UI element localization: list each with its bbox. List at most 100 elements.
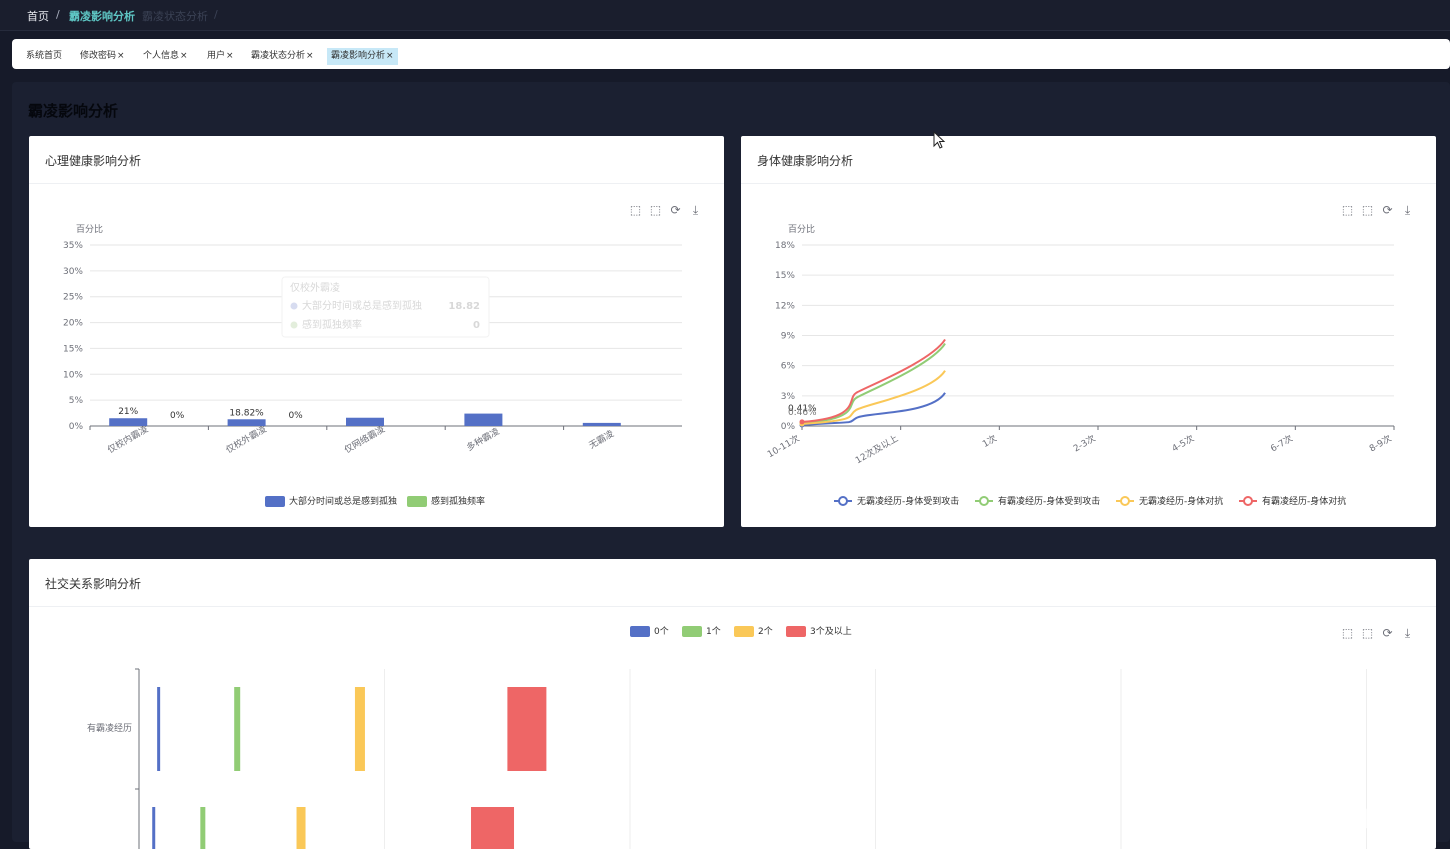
tab-change-password[interactable]: 修改密码×: [76, 48, 129, 65]
legend-marker: [1243, 496, 1253, 506]
divider: [29, 183, 724, 184]
bar: [152, 807, 156, 849]
legend-label: 无霸凌经历-身体受到攻击: [857, 495, 959, 507]
breadcrumb-home[interactable]: 首页: [27, 10, 49, 23]
breadcrumb-previous[interactable]: 霸凌状态分析: [142, 10, 208, 23]
close-icon[interactable]: ×: [117, 51, 125, 61]
close-icon[interactable]: ×: [386, 51, 394, 61]
zoom-reset-icon[interactable]: ⬚: [1361, 203, 1374, 217]
tab-label: 个人信息: [143, 51, 180, 61]
y-tick-label: 6%: [781, 362, 796, 372]
legend-label: 大部分时间或总是感到孤独: [289, 495, 397, 507]
card-title: 社交关系影响分析: [45, 577, 142, 591]
y-tick-label: 20%: [63, 319, 83, 329]
legend-label: 1个: [706, 626, 721, 637]
y-tick-label: 0%: [781, 422, 796, 432]
legend-swatch: [786, 626, 806, 637]
download-icon[interactable]: ⤓: [692, 203, 699, 217]
x-tick-label: 10-11次: [765, 432, 801, 460]
zoom-reset-icon[interactable]: ⬚: [649, 203, 662, 217]
top-navbar: 首页 / 霸凌影响分析 霸凌状态分析 /: [0, 0, 1450, 31]
series-line: [801, 392, 946, 426]
y-tick-label: 10%: [63, 370, 83, 380]
y-tick-label: 15%: [775, 271, 795, 281]
y-tick-label: 25%: [63, 293, 83, 303]
legend-swatch: [265, 496, 285, 507]
legend-swatch: [630, 626, 650, 637]
y-axis-label: 百分比: [76, 223, 103, 235]
divider: [741, 183, 1436, 184]
zoom-icon[interactable]: ⬚: [1341, 203, 1354, 217]
legend-swatch: [734, 626, 754, 637]
data-label: 0%: [288, 411, 303, 421]
y-tick-label: 35%: [63, 241, 83, 251]
tab-bullying-impact[interactable]: 霸凌影响分析×: [327, 48, 398, 65]
y-tick-label: 3%: [781, 392, 796, 402]
mouse-cursor-icon: [933, 131, 946, 149]
y-tick-label: 15%: [63, 344, 83, 354]
y-tick-label: 18%: [775, 241, 795, 251]
legend-label: 有霸凌经历-身体对抗: [1262, 495, 1346, 507]
close-icon[interactable]: ×: [306, 51, 314, 61]
close-icon[interactable]: ×: [180, 51, 188, 61]
close-icon[interactable]: ×: [226, 51, 234, 61]
tab-label: 霸凌影响分析: [331, 51, 386, 61]
legend-marker: [979, 496, 989, 506]
legend-label: 感到孤独频率: [431, 495, 485, 507]
y-tick-label: 5%: [69, 396, 84, 406]
zoom-reset-icon[interactable]: ⬚: [1361, 626, 1374, 640]
legend-label: 2个: [758, 626, 773, 637]
zoom-icon[interactable]: ⬚: [629, 203, 642, 217]
download-icon[interactable]: ⤓: [1404, 203, 1411, 217]
download-icon[interactable]: ⤓: [1404, 626, 1411, 640]
bar: [296, 807, 306, 849]
y-tick-label: 30%: [63, 267, 83, 277]
y-tick-label: 0%: [69, 422, 84, 432]
tab-label: 修改密码: [80, 51, 117, 61]
tab-personal-info[interactable]: 个人信息×: [139, 48, 192, 65]
tab-label: 霸凌状态分析: [251, 51, 306, 61]
legend-marker: [1120, 496, 1130, 506]
x-tick-label: 2-3次: [1071, 432, 1098, 454]
card-title: 心理健康影响分析: [45, 154, 142, 168]
legend-label: 有霸凌经历-身体受到攻击: [998, 495, 1100, 507]
mental-health-bar-chart[interactable]: 百分比 0% 5% 10% 15% 20% 25% 30% 35% 仅校内霸凌 21% 0% 仅校外霸凌…: [29, 136, 724, 527]
tooltip-series-name: 大部分时间或总是感到孤独: [302, 299, 422, 312]
tab-system-home[interactable]: 系统首页: [22, 48, 66, 65]
legend-swatch: [682, 626, 702, 637]
mental-health-card: 心理健康影响分析 ⬚ ⬚ ⟳ ⤓ 百分比 0% 5% 10% 15% 20% 25% 30% 3…: [29, 136, 724, 527]
x-tick-label: 1次: [980, 432, 999, 450]
x-tick-label: 12次及以上: [853, 432, 900, 466]
restore-icon[interactable]: ⟳: [670, 203, 681, 217]
y-tick-label: 12%: [775, 301, 795, 311]
x-tick-label: 仅网络霸凌: [342, 423, 387, 456]
chart-toolbox: ⬚ ⬚ ⟳ ⤓: [1341, 204, 1414, 217]
bar: [507, 687, 547, 771]
x-tick-label: 8-9次: [1367, 432, 1394, 454]
divider: [29, 606, 1436, 607]
breadcrumb-separator-2: /: [214, 8, 218, 21]
data-label: 0.41%: [788, 404, 817, 414]
x-tick-label: 4-5次: [1170, 432, 1197, 454]
x-tick-label: 6-7次: [1268, 432, 1295, 454]
tooltip-title: 仅校外霸凌: [290, 281, 340, 294]
legend-label: 3个及以上: [810, 626, 852, 637]
series-line: [801, 338, 946, 423]
y-tick-label: 9%: [781, 332, 796, 342]
bar: [234, 687, 241, 771]
physical-health-line-chart[interactable]: 百分比 0% 3% 6% 9% 12% 15% 18% 10-11次 12次及以上 1次 2-3次 4-…: [741, 136, 1436, 527]
data-point: [799, 419, 805, 425]
legend-label: 无霸凌经历-身体对抗: [1139, 495, 1223, 507]
data-label: 18.82%: [229, 408, 264, 418]
tooltip-marker: [290, 321, 298, 329]
tab-users[interactable]: 用户×: [203, 48, 238, 65]
breadcrumb-current: 霸凌影响分析: [69, 10, 135, 23]
tooltip-marker: [290, 302, 298, 310]
restore-icon[interactable]: ⟳: [1382, 203, 1393, 217]
tab-bullying-status[interactable]: 霸凌状态分析×: [247, 48, 318, 65]
restore-icon[interactable]: ⟳: [1382, 626, 1393, 640]
data-label: 21%: [118, 407, 138, 417]
zoom-icon[interactable]: ⬚: [1341, 626, 1354, 640]
chart-toolbox: ⬚ ⬚ ⟳ ⤓: [629, 204, 702, 217]
